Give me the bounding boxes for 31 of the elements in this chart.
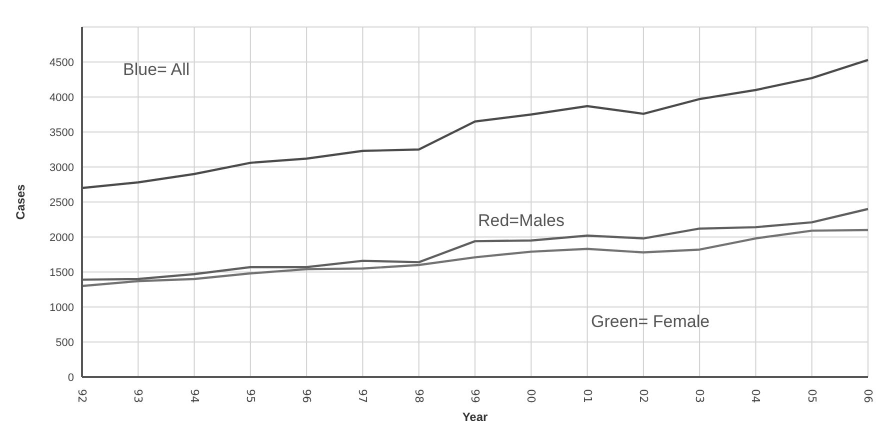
x-tick-label: 00 [524, 389, 538, 403]
x-tick-label: 06 [862, 389, 874, 403]
y-tick-label: 1000 [50, 302, 74, 314]
y-tick-label: 3500 [50, 126, 74, 139]
y-tick-label: 2000 [50, 232, 74, 244]
annotation: Green= Female [591, 312, 710, 332]
x-tick-label: 01 [580, 389, 594, 403]
annotation: Blue= All [123, 60, 190, 80]
y-tick-label: 2500 [50, 196, 74, 209]
y-tick-label: 4000 [50, 92, 74, 104]
x-tick-label: 95 [244, 389, 257, 403]
x-tick-label: 96 [300, 389, 314, 403]
x-axis-title: Year [462, 410, 488, 421]
y-tick-label: 3000 [50, 162, 74, 174]
y-tick-label: 1500 [50, 266, 74, 279]
y-tick-label: 0 [68, 372, 74, 384]
annotation: Red=Males [478, 211, 564, 231]
line-series [80, 228, 870, 288]
x-tick-label: 99 [468, 389, 482, 403]
y-tick-label: 4500 [50, 56, 74, 69]
x-tick-label: 93 [132, 389, 145, 403]
x-tick-label: 98 [412, 389, 426, 403]
x-tick-label: 97 [356, 389, 370, 403]
x-tick-label: 05 [805, 389, 818, 403]
y-axis-title: Cases [13, 184, 28, 220]
x-tick-label: 04 [749, 389, 762, 403]
x-tick-label: 94 [188, 389, 201, 403]
y-tick-label: 500 [56, 336, 74, 349]
x-tick-label: 02 [636, 389, 650, 403]
x-tick-label: 92 [76, 389, 88, 403]
x-tick-label: 03 [693, 389, 706, 403]
